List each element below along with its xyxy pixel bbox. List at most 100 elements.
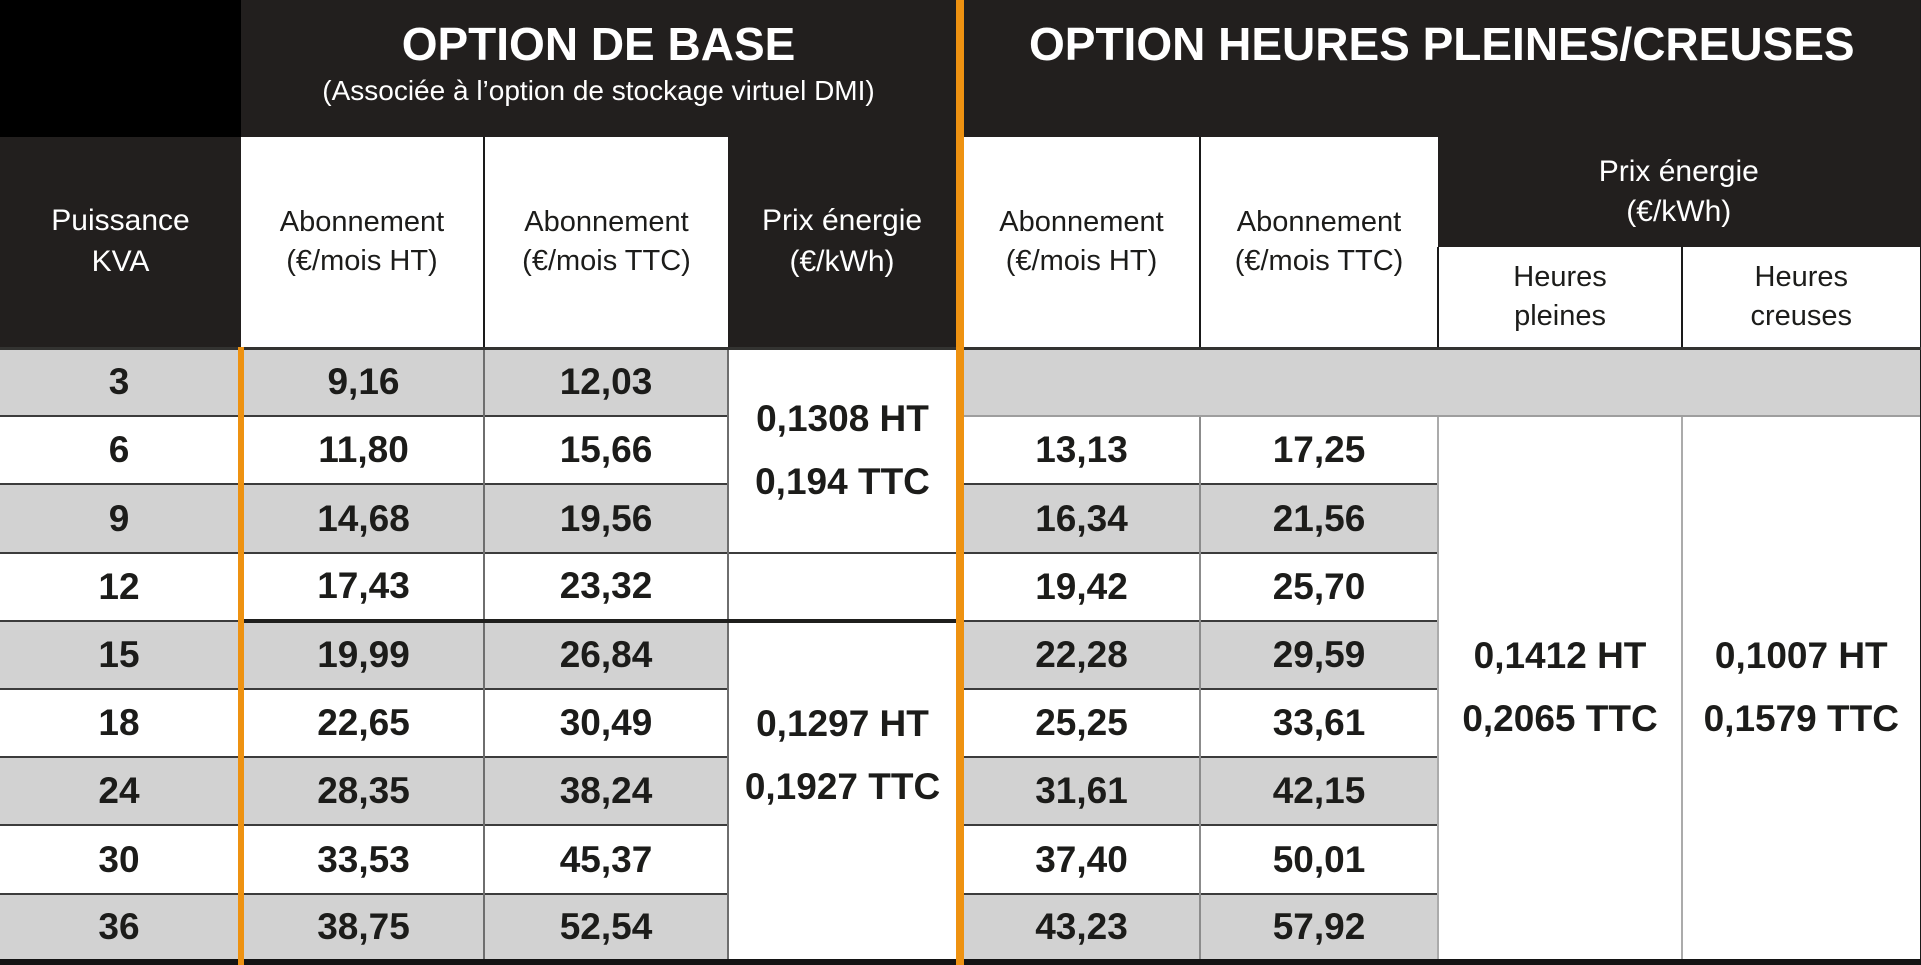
base-energy-empty-cell-kva-12	[726, 551, 961, 621]
hpc-ht-cell: 22,28	[956, 619, 1201, 690]
section-base-subtitle: (Associée à l’option de stockage virtuel…	[322, 74, 875, 106]
base-ht-cell: 14,68	[238, 483, 484, 553]
table-row-kva-24: 24 28,35 38,24 31,61 42,15	[0, 756, 1921, 826]
base-ttc-cell: 26,84	[483, 618, 728, 690]
header-hpc-abonnement-ttc: Abonnement (€/mois TTC)	[1199, 137, 1439, 349]
kva-cell: 30	[0, 824, 241, 894]
header-base-abonnement-ttc: Abonnement (€/mois TTC)	[483, 137, 728, 349]
hpc-ttc-cell: 50,01	[1199, 824, 1439, 894]
header-puissance-line2: KVA	[91, 244, 150, 278]
hpc-ttc-cell: 25,70	[1199, 551, 1439, 621]
section-title-row: OPTION DE BASE (Associée à l’option de s…	[0, 0, 1921, 138]
base-ht-cell: 11,80	[238, 415, 484, 485]
header-label: Heures	[1513, 260, 1607, 293]
hpc-empty-band-kva-3	[956, 346, 1921, 417]
kva-cell: 3	[0, 346, 241, 417]
table-row-kva-30: 30 33,53 45,37 37,40 50,01	[0, 824, 1921, 894]
corner-block	[0, 0, 241, 138]
table-row-kva-15: 15 19,99 26,84 0,1297 HT 0,1927 TTC 22,2…	[0, 618, 1921, 962]
base-ttc-cell: 19,56	[483, 483, 728, 553]
table-row-kva-9: 9 14,68 19,56 16,34 21,56	[0, 483, 1921, 553]
header-unit: (€/kWh)	[789, 244, 895, 278]
energy-ht-value: 0,1007 HT	[1714, 635, 1888, 677]
header-label: Abonnement	[1236, 205, 1402, 238]
kva-cell: 24	[0, 756, 241, 826]
kva-cell: 9	[0, 483, 241, 553]
header-label: creuses	[1750, 299, 1853, 332]
table-row-kva-36: 36 38,75 52,54 43,23 57,92	[0, 892, 1921, 962]
section-hpc-title-cell: OPTION HEURES PLEINES/CREUSES	[956, 0, 1921, 138]
header-base-prix-energie: Prix énergie (€/kWh)	[728, 137, 961, 349]
table-row-kva-3: 3 9,16 12,03 0,1308 HT 0,194 TTC	[0, 346, 1921, 553]
header-label: Prix énergie	[1598, 154, 1759, 188]
section-hpc-title: OPTION HEURES PLEINES/CREUSES	[1028, 18, 1855, 70]
header-base-abonnement-ht: Abonnement (€/mois HT)	[241, 137, 484, 349]
kva-cell: 36	[0, 892, 241, 962]
kva-cell: 12	[0, 551, 241, 621]
header-heures-pleines: Heures pleines	[1437, 246, 1683, 349]
header-unit: (€/mois HT)	[1005, 244, 1158, 277]
base-ht-cell: 17,43	[238, 551, 484, 621]
energy-ht-value: 0,1412 HT	[1473, 635, 1647, 677]
table-row-kva-6: 6 11,80 15,66 13,13 17,25 0,1412 HT 0,20…	[0, 415, 1921, 962]
header-unit: (€/mois TTC)	[522, 244, 691, 277]
kva-cell: 18	[0, 688, 241, 758]
base-ttc-cell: 38,24	[483, 756, 728, 826]
kva-cell: 6	[0, 415, 241, 485]
header-unit: (€/mois HT)	[286, 244, 438, 277]
header-unit: (€/kWh)	[1626, 195, 1732, 229]
base-energy-cell-kva-3-9: 0,1308 HT 0,194 TTC	[726, 346, 961, 553]
header-puissance-line1: Puissance	[51, 204, 190, 238]
hpc-ht-cell: 19,42	[956, 551, 1201, 621]
hpc-ht-cell: 13,13	[956, 415, 1201, 485]
base-ttc-cell: 52,54	[483, 892, 728, 962]
header-label: Prix énergie	[761, 204, 923, 238]
energy-ttc-value: 0,1579 TTC	[1703, 698, 1899, 740]
header-hpc-abonnement-ht: Abonnement (€/mois HT)	[956, 137, 1201, 349]
energy-ht-value: 0,1308 HT	[756, 397, 929, 439]
kva-cell: 15	[0, 619, 241, 690]
header-label: Abonnement	[999, 205, 1164, 238]
base-energy-cell-kva-15-36: 0,1297 HT 0,1927 TTC	[726, 618, 961, 962]
energy-ht-value: 0,1297 HT	[756, 703, 929, 745]
hpc-ttc-cell: 29,59	[1199, 619, 1439, 690]
base-ttc-cell: 15,66	[483, 415, 728, 485]
header-label: Abonnement	[524, 205, 689, 238]
hpc-ht-cell: 37,40	[956, 824, 1201, 894]
header-unit: (€/mois TTC)	[1234, 244, 1404, 277]
section-base-title: OPTION DE BASE	[401, 18, 796, 70]
header-label: pleines	[1514, 299, 1606, 332]
header-puissance: Puissance KVA	[0, 137, 241, 349]
base-ht-cell: 9,16	[238, 346, 484, 417]
hpc-ttc-cell: 57,92	[1199, 892, 1439, 962]
energy-ttc-value: 0,194 TTC	[755, 460, 930, 502]
hpc-energy-creuses-cell: 0,1007 HT 0,1579 TTC	[1681, 415, 1921, 962]
header-label: Heures	[1754, 260, 1849, 293]
hpc-energy-pleines-cell: 0,1412 HT 0,2065 TTC	[1437, 415, 1683, 962]
base-ht-cell: 33,53	[238, 824, 484, 894]
base-ttc-cell: 23,32	[483, 551, 728, 621]
table-row-kva-12: 12 17,43 23,32 19,42 25,70	[0, 551, 1921, 621]
sub-header-row: Heures pleines Heures creuses	[0, 246, 1921, 349]
hpc-ht-cell: 43,23	[956, 892, 1201, 962]
hpc-ttc-cell: 17,25	[1199, 415, 1439, 485]
header-hpc-prix-energie: Prix énergie (€/kWh)	[1438, 137, 1921, 247]
table-row-kva-18: 18 22,65 30,49 25,25 33,61	[0, 688, 1921, 758]
base-ht-cell: 22,65	[238, 688, 484, 758]
hpc-ht-cell: 31,61	[956, 756, 1201, 826]
header-heures-creuses: Heures creuses	[1681, 246, 1921, 349]
base-ht-cell: 19,99	[238, 618, 484, 690]
energy-ttc-value: 0,2065 TTC	[1462, 698, 1658, 740]
header-label: Abonnement	[279, 205, 445, 238]
base-ttc-cell: 30,49	[483, 688, 728, 758]
base-ttc-cell: 45,37	[483, 824, 728, 894]
hpc-ht-cell: 25,25	[956, 688, 1201, 758]
base-ht-cell: 28,35	[238, 756, 484, 826]
hpc-ttc-cell: 33,61	[1199, 688, 1439, 758]
hpc-ttc-cell: 21,56	[1199, 483, 1439, 553]
section-base-title-cell: OPTION DE BASE (Associée à l’option de s…	[241, 0, 961, 138]
base-ttc-cell: 12,03	[483, 346, 728, 417]
base-ht-cell: 38,75	[238, 892, 484, 962]
